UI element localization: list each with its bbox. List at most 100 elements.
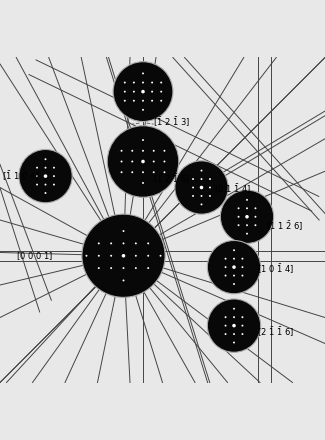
Circle shape — [110, 267, 112, 269]
Circle shape — [142, 100, 144, 102]
Circle shape — [246, 199, 248, 201]
Circle shape — [241, 333, 243, 335]
Text: $[\bar{1}\ 1\ 0\ 4]$: $[\bar{1}\ 1\ 0\ 4]$ — [2, 169, 39, 183]
Circle shape — [121, 171, 123, 173]
Text: $[\bar{1}\ 2\ \bar{1}\ 3]$: $[\bar{1}\ 2\ \bar{1}\ 3]$ — [153, 116, 190, 129]
Circle shape — [192, 178, 194, 180]
Circle shape — [163, 150, 165, 152]
Circle shape — [209, 178, 211, 180]
Circle shape — [225, 258, 227, 260]
Circle shape — [238, 224, 240, 226]
Circle shape — [82, 214, 165, 297]
Circle shape — [122, 254, 125, 257]
Circle shape — [246, 224, 248, 226]
Circle shape — [220, 190, 274, 243]
Circle shape — [233, 341, 235, 344]
Text: $[1\ 1\ \bar{2}\ 6]$: $[1\ 1\ \bar{2}\ 6]$ — [266, 220, 304, 233]
Circle shape — [142, 150, 144, 152]
Circle shape — [153, 171, 155, 173]
Circle shape — [241, 316, 243, 318]
Circle shape — [245, 215, 249, 219]
Circle shape — [121, 150, 123, 152]
Circle shape — [233, 258, 235, 260]
Circle shape — [238, 207, 240, 209]
Circle shape — [201, 195, 202, 197]
Circle shape — [163, 161, 165, 162]
Circle shape — [246, 207, 248, 209]
Circle shape — [192, 187, 194, 188]
Circle shape — [141, 160, 145, 163]
Circle shape — [241, 275, 243, 277]
Circle shape — [36, 175, 38, 177]
Circle shape — [200, 186, 203, 189]
Circle shape — [225, 325, 227, 326]
Circle shape — [160, 255, 162, 257]
Circle shape — [133, 100, 135, 102]
Circle shape — [53, 183, 55, 186]
Circle shape — [123, 230, 124, 232]
Circle shape — [151, 91, 153, 92]
Circle shape — [44, 174, 47, 178]
Circle shape — [225, 266, 227, 268]
Circle shape — [175, 161, 228, 214]
Circle shape — [36, 167, 38, 169]
Circle shape — [151, 81, 153, 84]
Circle shape — [225, 333, 227, 335]
Circle shape — [201, 203, 202, 205]
Circle shape — [153, 150, 155, 152]
Circle shape — [233, 249, 235, 251]
Circle shape — [142, 73, 144, 74]
Circle shape — [98, 255, 100, 257]
Circle shape — [135, 242, 137, 244]
Circle shape — [142, 109, 144, 111]
Circle shape — [107, 126, 179, 197]
Text: $[\bar{1}\ 2\ \bar{1}\ 6]$: $[\bar{1}\ 2\ \bar{1}\ 6]$ — [153, 172, 190, 186]
Circle shape — [124, 81, 126, 84]
Circle shape — [141, 90, 145, 93]
Circle shape — [142, 81, 144, 84]
Circle shape — [233, 275, 235, 277]
Circle shape — [246, 233, 248, 235]
Circle shape — [254, 207, 256, 209]
Circle shape — [254, 216, 256, 218]
Circle shape — [135, 255, 137, 257]
Circle shape — [209, 195, 211, 197]
Circle shape — [233, 316, 235, 318]
Circle shape — [98, 267, 100, 269]
Circle shape — [209, 187, 211, 188]
Circle shape — [133, 91, 135, 92]
Circle shape — [131, 171, 133, 173]
Circle shape — [241, 325, 243, 326]
Text: $[2\ \bar{1}\ \bar{1}\ 6]$: $[2\ \bar{1}\ \bar{1}\ 6]$ — [257, 325, 294, 339]
Circle shape — [110, 255, 112, 257]
Circle shape — [142, 139, 144, 141]
Circle shape — [133, 81, 135, 84]
Circle shape — [225, 316, 227, 318]
Circle shape — [135, 267, 137, 269]
Circle shape — [233, 283, 235, 285]
Circle shape — [131, 161, 133, 162]
Circle shape — [19, 150, 72, 203]
Circle shape — [124, 91, 126, 92]
Circle shape — [147, 255, 149, 257]
Circle shape — [45, 192, 46, 194]
Circle shape — [121, 161, 123, 162]
Circle shape — [45, 183, 46, 186]
Circle shape — [45, 167, 46, 169]
Circle shape — [207, 241, 261, 294]
Circle shape — [36, 183, 38, 186]
Circle shape — [225, 275, 227, 277]
Circle shape — [160, 100, 162, 102]
Circle shape — [123, 267, 124, 269]
Text: $[0\ 1\ \bar{1}\ 4]$: $[0\ 1\ \bar{1}\ 4]$ — [214, 182, 252, 196]
Circle shape — [232, 265, 236, 269]
Circle shape — [207, 299, 261, 352]
Circle shape — [123, 242, 124, 244]
Text: $[1\ 0\ \bar{1}\ 4]$: $[1\ 0\ \bar{1}\ 4]$ — [257, 262, 294, 275]
Circle shape — [53, 167, 55, 169]
Circle shape — [147, 267, 149, 269]
Circle shape — [233, 308, 235, 310]
Circle shape — [85, 255, 87, 257]
Circle shape — [45, 158, 46, 160]
Circle shape — [142, 182, 144, 184]
